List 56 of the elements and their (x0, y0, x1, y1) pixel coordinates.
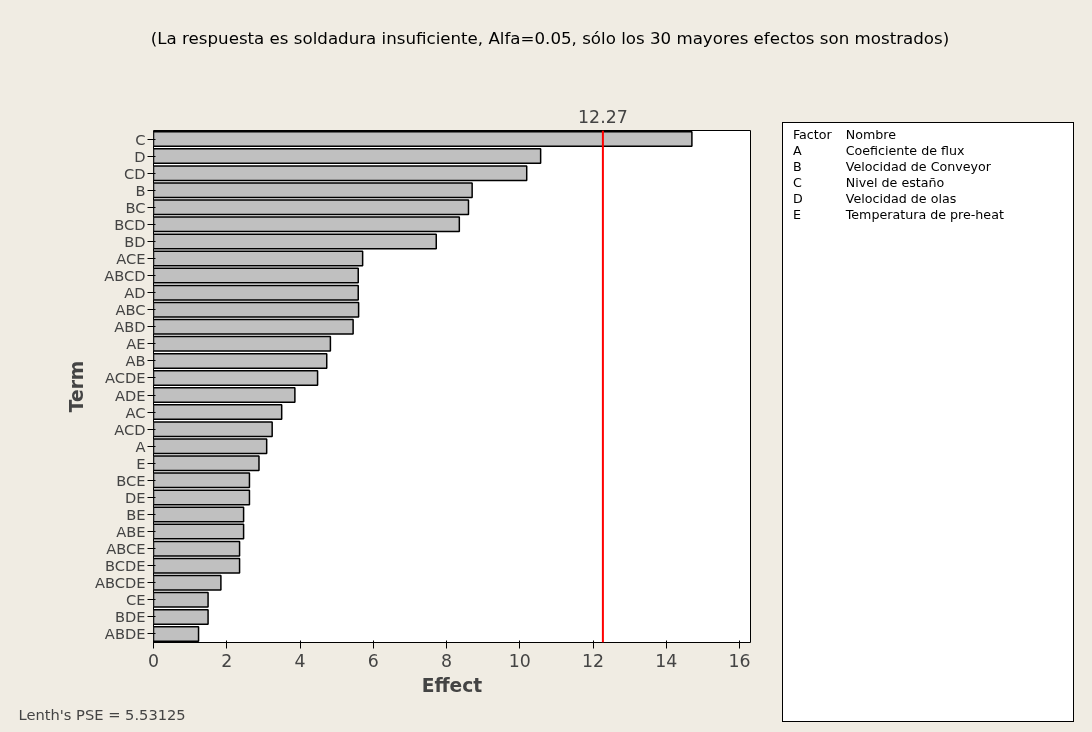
x-tick-label: 12 (581, 650, 605, 671)
y-tick-label: ABDE (104, 625, 146, 643)
y-tick-label: ACD (114, 420, 146, 438)
text: Velocidad de olas (845, 191, 958, 207)
text: C (793, 175, 803, 191)
y-tick-label: BCE (116, 471, 146, 489)
ref-line-label: 12.27 (578, 106, 628, 127)
y-tick-label: BDE (114, 608, 146, 626)
x-tick-label: 0 (147, 650, 160, 671)
x-tick-label: 14 (655, 650, 678, 671)
y-tick-label: ABC (115, 301, 146, 319)
y-tick-label: ACE (116, 250, 146, 267)
y-tick-label: AB (125, 352, 146, 370)
y-tick-label: ABCE (106, 540, 146, 558)
y-tick-label: ADE (114, 386, 146, 404)
y-tick-label: B (135, 181, 146, 199)
y-tick-label: C (135, 130, 146, 148)
y-tick-label: BCDE (104, 557, 146, 575)
x-tick-label: 4 (294, 650, 306, 671)
text: Temperatura de pre-heat (845, 207, 1005, 223)
y-tick-label: DE (124, 488, 146, 506)
x-tick-label: 2 (221, 650, 233, 671)
y-tick-label: AC (125, 403, 146, 421)
x-tick-label: 8 (440, 650, 453, 671)
x-tick-label: 6 (367, 650, 379, 671)
text: Lenth's PSE = 5.53125 (18, 705, 186, 723)
y-tick-label: ABCDE (94, 574, 146, 592)
y-tick-label: AD (124, 284, 146, 302)
y-tick-label: AE (126, 335, 146, 353)
y-tick-label: ACDE (104, 369, 146, 387)
y-tick-label: ABCD (104, 267, 146, 285)
text: D (793, 191, 804, 207)
y-tick-label: BD (124, 232, 146, 250)
y-tick-label: CD (123, 164, 146, 182)
chart-title: (La respuesta es soldadura insuficiente, Alfa=0.05, sólo los 30 mayores efectos son mostrados) (150, 28, 950, 50)
y-tick-label: ABE (116, 523, 146, 541)
text: Factor (793, 127, 833, 143)
text: Coeficiente de flux (845, 143, 966, 159)
y-tick-label: E (136, 454, 146, 472)
x-tick-label: 16 (728, 650, 751, 671)
text: B (793, 159, 803, 175)
y-tick-label: A (135, 437, 146, 455)
text: Velocidad de Conveyor (845, 159, 992, 175)
y-tick-label: D (134, 147, 146, 165)
text: Nombre (845, 127, 898, 143)
y-tick-label: CE (126, 591, 146, 609)
y-tick-label: ABD (114, 318, 146, 336)
y-axis-title: Term (65, 360, 87, 413)
text: Nivel de estaño (845, 175, 946, 191)
x-axis-title: Effect (421, 674, 483, 696)
y-tick-label: BCD (114, 215, 146, 233)
x-tick-label: 10 (508, 650, 531, 671)
y-tick-label: BE (126, 506, 146, 523)
y-tick-label: BC (125, 198, 146, 216)
text: A (793, 143, 803, 159)
text: E (793, 207, 802, 223)
